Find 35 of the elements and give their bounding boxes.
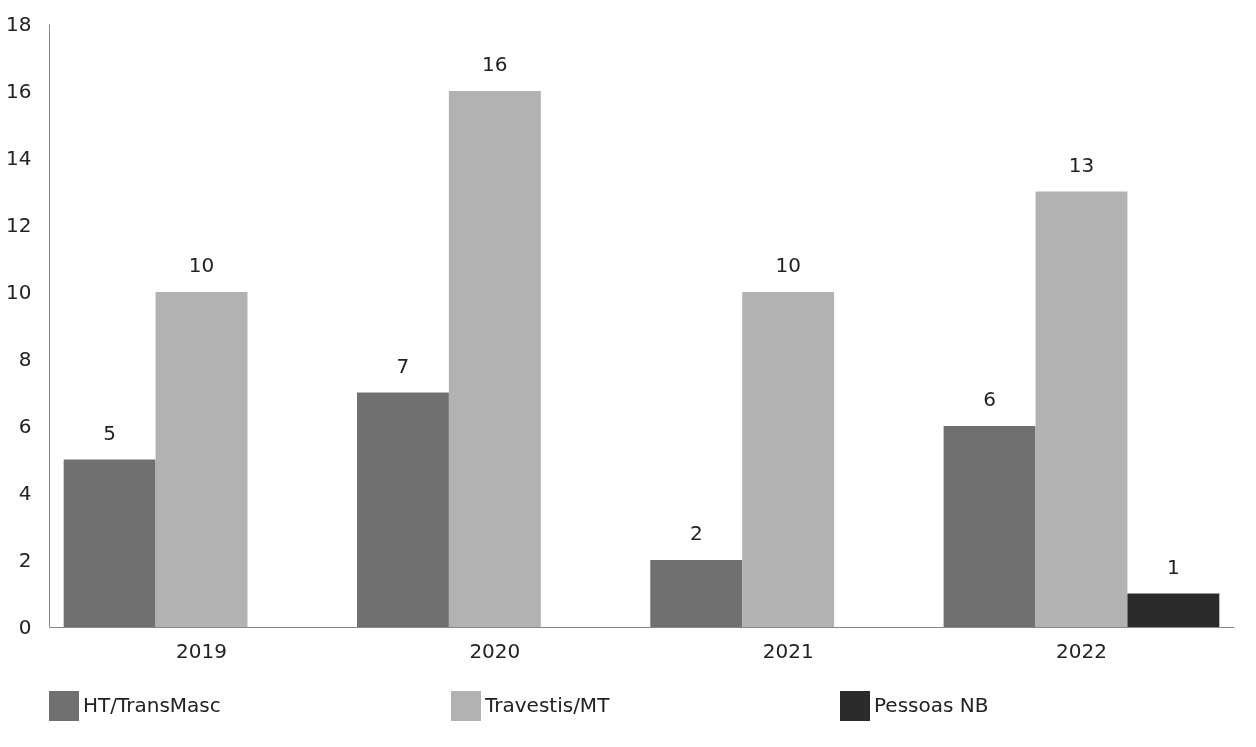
y-tick-label: 2 [18,547,32,572]
data-label: 2 [689,521,703,545]
bar [943,426,1036,627]
bar [63,459,156,627]
x-tick-label: 2020 [469,638,521,663]
bar [1127,593,1220,627]
data-label: 1 [1167,554,1180,579]
y-tick-label: 10 [6,279,32,304]
bar [742,292,835,627]
y-tick-label: 0 [18,614,32,639]
legend-label: Travestis/MT [484,693,611,717]
y-tick-label: 14 [6,145,32,170]
bar [650,560,743,627]
x-tick-label: 2022 [1056,638,1107,663]
bar [448,91,541,627]
y-tick-label: 18 [6,11,32,36]
data-label: 7 [396,353,410,378]
bar [155,292,248,627]
data-label: 10 [188,253,215,277]
y-tick-label: 4 [18,480,32,505]
x-tick-label: 2019 [176,638,227,663]
y-tick-label: 8 [18,346,32,371]
data-label: 10 [775,253,801,277]
data-label: 6 [983,387,996,411]
y-tick-label: 12 [6,212,32,237]
y-tick-label: 6 [18,413,32,438]
legend-label: HT/TransMasc [83,693,221,717]
data-label: 16 [482,52,508,76]
bar [1035,191,1128,627]
data-label: 5 [103,420,116,445]
bar [356,392,449,627]
data-label: 13 [1068,152,1095,177]
y-tick-label: 16 [6,78,32,103]
x-tick-label: 2021 [762,638,814,663]
legend-label: Pessoas NB [874,693,989,717]
